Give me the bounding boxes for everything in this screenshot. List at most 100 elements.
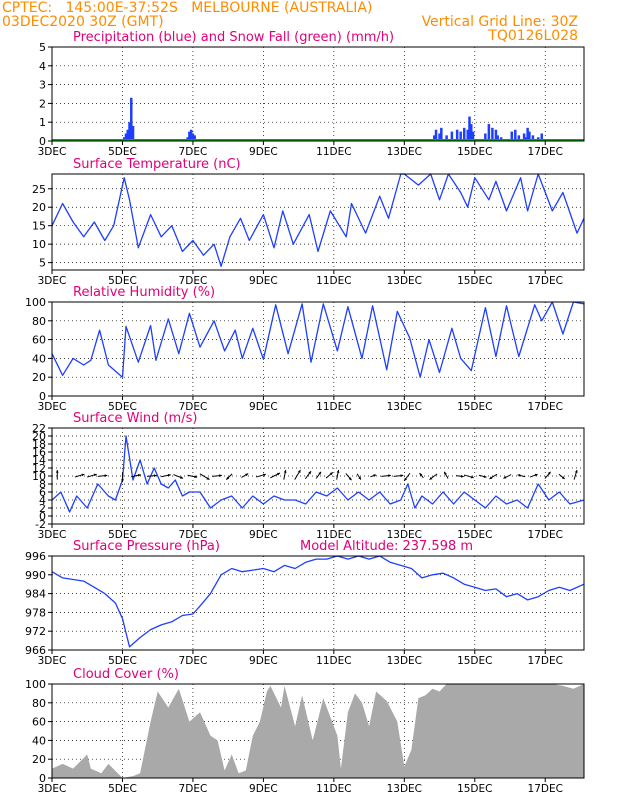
wind-arrow-head	[373, 474, 377, 477]
wind-arrow-head	[329, 472, 333, 476]
wind-arrow-head	[297, 470, 301, 473]
x-tick-label: 17DEC	[528, 146, 563, 158]
panel-frame	[51, 46, 585, 142]
panel-title: Surface Temperature (nC)	[73, 157, 241, 172]
y-tick-label: 40	[32, 734, 46, 747]
wind-arrow-head	[404, 477, 407, 481]
x-tick-label: 9DEC	[249, 783, 278, 795]
precip-bar	[193, 135, 196, 141]
x-tick-label: 15DEC	[457, 401, 492, 413]
precip-bar	[484, 133, 487, 141]
precip-bar	[470, 124, 473, 141]
x-tick-label: 13DEC	[387, 529, 422, 541]
x-tick-label: 13DEC	[387, 783, 422, 795]
precip-bar	[130, 97, 133, 141]
wind-arrow-head	[245, 473, 249, 477]
wind-arrow-head	[503, 475, 507, 479]
precip-bar	[510, 131, 514, 141]
x-tick-label: 9DEC	[249, 655, 278, 667]
wind-arrow-head	[358, 476, 361, 480]
wind-arrow-head	[206, 477, 210, 480]
x-tick-label: 15DEC	[457, 655, 492, 667]
y-tick-label: 3	[39, 79, 46, 92]
x-tick-label: 7DEC	[179, 655, 208, 667]
precip-bar	[514, 129, 517, 141]
x-tick-label: 7DEC	[179, 529, 208, 541]
y-tick-label: 20	[32, 371, 46, 384]
grid-line-note: Vertical Grid Line: 30Z	[421, 14, 578, 30]
y-tick-label: 990	[25, 569, 46, 582]
precip-bar	[471, 131, 475, 141]
panel-title: Precipitation (blue) and Snow Fall (gree…	[73, 30, 394, 45]
x-tick-label: 9DEC	[249, 401, 278, 413]
x-tick-label: 15DEC	[457, 529, 492, 541]
y-tick-label: 25	[32, 183, 46, 196]
wind-arrow-head	[400, 474, 404, 478]
y-tick-label: 22	[32, 422, 46, 435]
wind-arrow-head	[283, 470, 287, 473]
precip-bar	[128, 122, 131, 141]
y-tick-label: -2	[35, 518, 46, 531]
x-tick-label: 3DEC	[38, 146, 67, 158]
y-tick-label: 80	[32, 315, 46, 328]
wind-arrow-head	[121, 479, 124, 482]
x-tick-label: 13DEC	[387, 401, 422, 413]
x-tick-label: 13DEC	[387, 655, 422, 667]
pressure-series-line	[51, 555, 585, 648]
precip-bar	[522, 133, 526, 141]
precip-bar	[445, 135, 448, 141]
x-tick-label: 11DEC	[316, 783, 351, 795]
x-tick-label: 7DEC	[179, 783, 208, 795]
panel-temp: 5 10 15 20 25 3DEC 5DEC 7DEC 9DEC 11DEC 13DEC 15DEC…	[32, 157, 585, 287]
panel-frame	[51, 173, 585, 271]
x-tick-label: 17DEC	[528, 275, 563, 287]
wind-arrow-head	[81, 473, 85, 477]
x-tick-label: 9DEC	[249, 275, 278, 287]
y-tick-label: 60	[32, 334, 46, 347]
precip-bar	[462, 127, 466, 141]
y-tick-label: 60	[32, 716, 46, 729]
wind-arrow-head	[167, 473, 171, 477]
wind-arrow-head	[547, 471, 551, 475]
y-tick-label: 996	[25, 550, 46, 563]
x-tick-label: 3DEC	[38, 401, 67, 413]
y-tick-label: 16	[32, 446, 46, 459]
panel-frame	[51, 555, 585, 651]
y-tick-label: 14	[32, 454, 46, 467]
precip-bar	[450, 131, 454, 141]
precip-bar	[455, 129, 459, 141]
wind-arrow-head	[348, 477, 352, 481]
panel-frame	[51, 301, 585, 397]
x-tick-label: 7DEC	[179, 401, 208, 413]
x-tick-label: 7DEC	[179, 275, 208, 287]
wind-arrow-head	[574, 470, 578, 473]
x-tick-label: 13DEC	[387, 146, 422, 158]
y-tick-label: 18	[32, 438, 46, 451]
y-tick-label: 5	[39, 41, 46, 54]
x-tick-label: 3DEC	[38, 655, 67, 667]
wind-arrow-head	[180, 476, 184, 479]
panel-title: Relative Humidity (%)	[73, 285, 215, 300]
y-tick-label: 10	[32, 470, 46, 483]
y-tick-label: 20	[32, 430, 46, 443]
x-tick-label: 3DEC	[38, 275, 67, 287]
x-tick-label: 17DEC	[528, 783, 563, 795]
y-tick-label: 966	[25, 644, 46, 657]
y-tick-label: 12	[32, 462, 46, 475]
precip-bar	[433, 135, 436, 141]
y-tick-label: 40	[32, 352, 46, 365]
cloud-cover-area	[52, 684, 584, 778]
y-tick-label: 8	[39, 478, 46, 491]
precip-bar	[440, 127, 443, 141]
wind-arrow-head	[104, 474, 108, 478]
precip-bar	[494, 129, 498, 141]
panel-rh: 0 20 40 60 80 100 3DEC 5DEC 7DEC 9DEC 11DEC 13DEC 15…	[25, 285, 585, 413]
wind-arrow-head	[318, 471, 321, 475]
y-tick-label: 5	[39, 257, 46, 270]
rh-series-line	[51, 301, 585, 378]
x-tick-label: 5DEC	[108, 783, 137, 795]
wind-arrow-head	[55, 470, 59, 473]
panel-cloud: 0 20 40 60 80 100 3DEC 5DEC 7DEC 9DEC 11DEC 13DEC 15…	[25, 667, 585, 795]
